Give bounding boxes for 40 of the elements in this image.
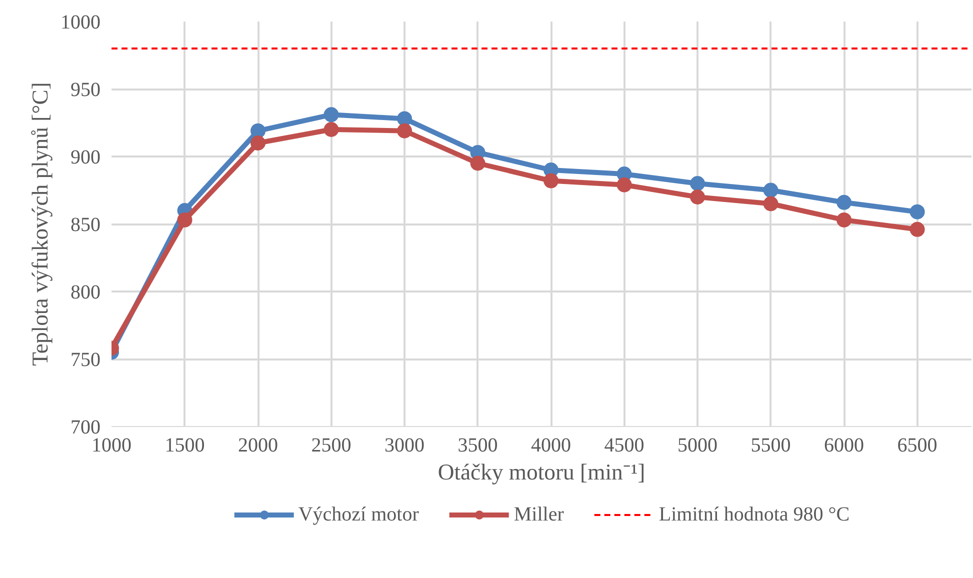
x-tick-label: 6000 <box>824 434 864 456</box>
y-tick-label: 900 <box>70 146 100 168</box>
y-axis-title: Teplota výfukových plynů [°C] <box>28 82 52 366</box>
point <box>324 107 339 122</box>
point <box>324 122 339 137</box>
y-tick-label: 750 <box>70 349 100 371</box>
y-tick-label: 1000 <box>60 12 100 34</box>
point <box>910 222 925 237</box>
point <box>544 173 559 188</box>
x-tick-label: 2500 <box>311 434 352 456</box>
point <box>250 123 266 138</box>
y-tick-label: 800 <box>70 282 100 304</box>
y-tick-label: 850 <box>70 214 100 236</box>
x-tick-label: 5000 <box>678 434 718 456</box>
x-tick-label: 3500 <box>458 434 498 456</box>
x-tick-label: 4000 <box>531 434 572 456</box>
point <box>397 111 412 126</box>
x-axis-title: Otáčky motoru [min⁻¹] <box>438 460 646 484</box>
y-tick-label: 950 <box>70 79 100 101</box>
point <box>763 196 778 212</box>
point <box>763 182 778 198</box>
legend-label: Miller <box>514 503 564 526</box>
point <box>836 212 852 228</box>
point <box>250 136 266 150</box>
x-tick-label: 2000 <box>238 434 278 456</box>
x-tick-label: 6500 <box>897 434 938 456</box>
x-tick-label: 5500 <box>750 434 791 456</box>
x-tick-label: 4500 <box>604 434 644 456</box>
legend-label: Limitní hodnota 980 °C <box>658 503 850 526</box>
x-tick-label: 1500 <box>164 434 205 456</box>
point <box>397 123 412 138</box>
point <box>470 156 486 171</box>
point <box>616 177 632 192</box>
x-tick-label: 3000 <box>384 434 425 456</box>
point <box>910 204 925 220</box>
point <box>177 212 192 228</box>
point <box>836 194 852 210</box>
legend-label: Výchozí motor <box>298 503 419 526</box>
point <box>690 190 706 204</box>
point <box>690 176 706 191</box>
